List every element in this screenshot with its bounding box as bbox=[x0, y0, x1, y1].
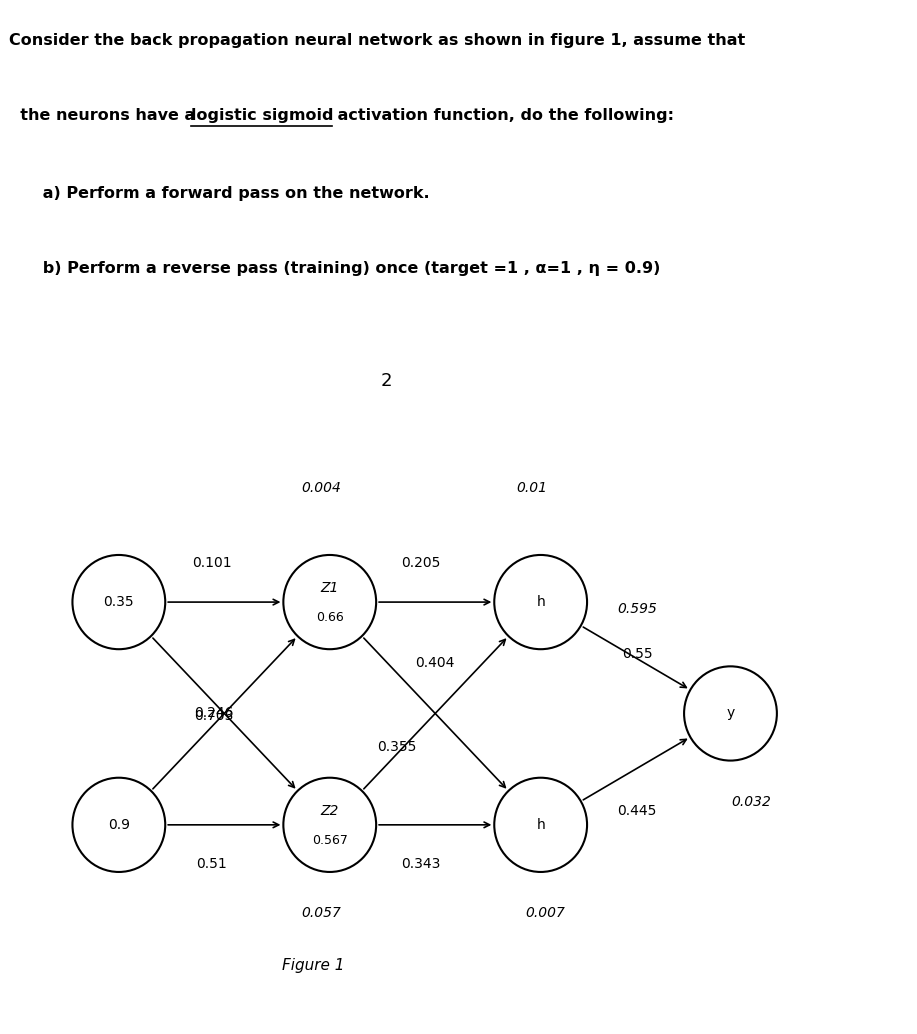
Text: 0.246: 0.246 bbox=[194, 706, 234, 720]
Text: 0.01: 0.01 bbox=[516, 481, 547, 495]
Text: b) Perform a reverse pass (training) once (target =1 , α=1 , η = 0.9): b) Perform a reverse pass (training) onc… bbox=[9, 261, 660, 276]
Text: a) Perform a forward pass on the network.: a) Perform a forward pass on the network… bbox=[9, 186, 430, 202]
Text: Z1: Z1 bbox=[321, 581, 339, 596]
Text: 0.66: 0.66 bbox=[315, 611, 344, 624]
Text: 0.343: 0.343 bbox=[401, 857, 440, 872]
Text: Z2: Z2 bbox=[321, 804, 339, 818]
Text: 0.567: 0.567 bbox=[312, 833, 348, 847]
Text: logistic sigmoid: logistic sigmoid bbox=[191, 108, 333, 123]
Text: 0.205: 0.205 bbox=[401, 555, 440, 570]
Text: 0.007: 0.007 bbox=[525, 906, 565, 920]
Circle shape bbox=[283, 555, 376, 649]
Circle shape bbox=[283, 778, 376, 872]
Circle shape bbox=[72, 778, 165, 872]
Text: 0.445: 0.445 bbox=[617, 803, 657, 818]
Text: the neurons have a: the neurons have a bbox=[9, 108, 201, 123]
Text: 0.355: 0.355 bbox=[378, 740, 417, 754]
Text: y: y bbox=[726, 706, 735, 721]
Circle shape bbox=[494, 555, 587, 649]
Text: Consider the back propagation neural network as shown in figure 1, assume that: Consider the back propagation neural net… bbox=[9, 33, 746, 49]
Text: 0.51: 0.51 bbox=[196, 857, 227, 872]
Text: 0.101: 0.101 bbox=[192, 555, 231, 570]
Text: h: h bbox=[536, 596, 545, 609]
Circle shape bbox=[684, 666, 777, 761]
Text: 0.9: 0.9 bbox=[108, 818, 130, 831]
Text: 0.595: 0.595 bbox=[617, 603, 657, 616]
Text: 0.404: 0.404 bbox=[415, 656, 455, 670]
Text: 0.004: 0.004 bbox=[302, 481, 341, 495]
Text: 2: 2 bbox=[381, 372, 392, 390]
Text: activation function, do the following:: activation function, do the following: bbox=[332, 108, 674, 123]
Text: Figure 1: Figure 1 bbox=[282, 957, 344, 973]
Text: 0.032: 0.032 bbox=[732, 795, 771, 809]
Text: 0.35: 0.35 bbox=[104, 596, 134, 609]
Text: h: h bbox=[536, 818, 545, 831]
Circle shape bbox=[72, 555, 165, 649]
Circle shape bbox=[494, 778, 587, 872]
Text: 0.55: 0.55 bbox=[622, 647, 653, 661]
Text: 0.703: 0.703 bbox=[194, 709, 234, 723]
Text: 0.057: 0.057 bbox=[302, 906, 341, 920]
